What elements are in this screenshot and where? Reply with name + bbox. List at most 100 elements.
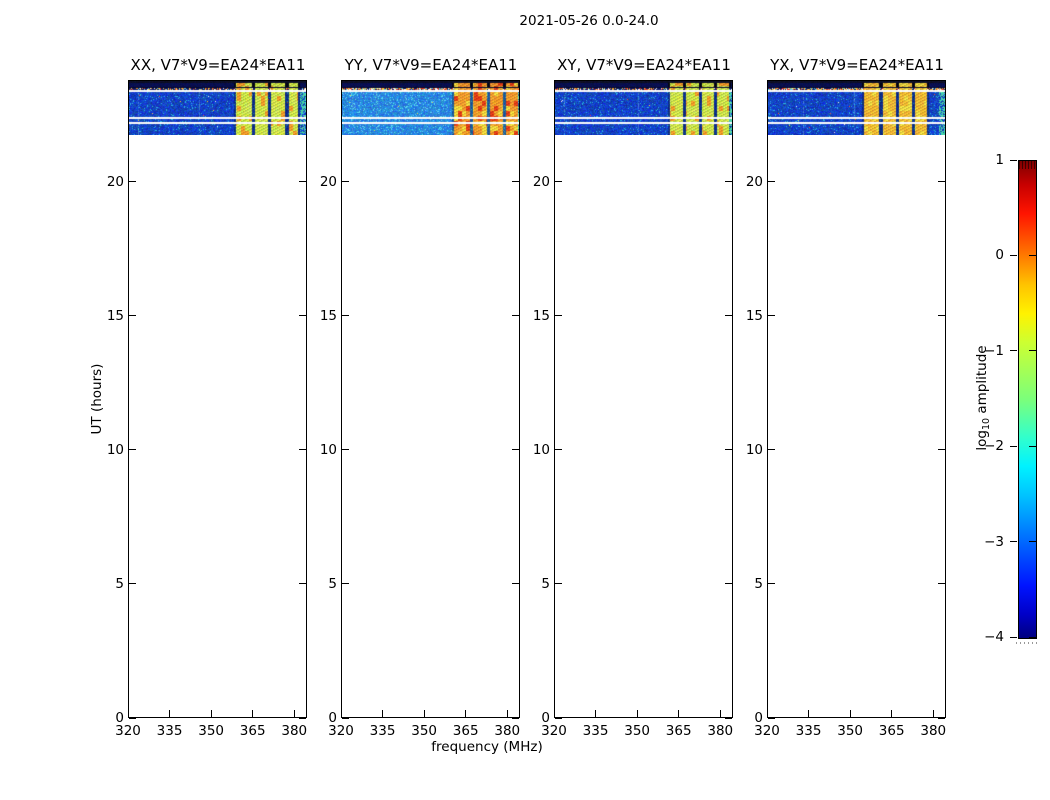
y-tick-label: 20	[745, 173, 763, 190]
y-tick-mark-right	[512, 583, 519, 585]
y-tick-mark-right	[299, 181, 306, 183]
figure-title: 2021-05-26 0.0-24.0	[519, 13, 659, 29]
x-tick-label: 350	[837, 723, 864, 739]
colorbar-tick-label: 0	[995, 247, 1004, 264]
y-tick-mark-right	[938, 449, 945, 451]
x-tick-label: 380	[920, 723, 947, 739]
y-tick-label: 10	[319, 441, 337, 458]
colorbar-label-sub: 10	[981, 417, 992, 431]
x-tick-mark	[595, 710, 597, 717]
y-tick-mark	[768, 315, 775, 317]
y-tick-mark-right	[299, 449, 306, 451]
y-tick-label: 15	[106, 307, 124, 324]
x-tick-mark	[553, 710, 555, 717]
x-tick-label: 335	[156, 723, 183, 739]
x-tick-label: 365	[878, 723, 905, 739]
panel-xy	[554, 80, 733, 718]
panel-yx	[767, 80, 946, 718]
colorbar-tick-label: −1	[984, 342, 1004, 359]
y-tick-mark	[129, 181, 136, 183]
x-tick-label: 320	[754, 723, 780, 739]
y-tick-label: 20	[106, 173, 124, 190]
y-tick-mark-right	[938, 181, 945, 183]
y-tick-mark	[555, 583, 562, 585]
y-tick-label: 5	[115, 575, 124, 592]
y-tick-mark	[129, 449, 136, 451]
colorbar-tick-right	[1029, 541, 1036, 543]
y-tick-mark	[342, 315, 349, 317]
y-tick-label: 20	[532, 173, 550, 190]
y-tick-label: 0	[115, 710, 124, 726]
panel-xx	[128, 80, 307, 718]
y-tick-label: 5	[541, 575, 550, 592]
y-tick-mark	[342, 583, 349, 585]
y-tick-label: 0	[754, 710, 763, 726]
x-tick-label: 350	[411, 723, 438, 739]
colorbar-tick-right	[1029, 159, 1036, 161]
y-tick-label: 5	[328, 575, 337, 592]
x-tick-mark	[506, 710, 508, 717]
x-tick-mark	[127, 710, 129, 717]
y-tick-mark	[129, 315, 136, 317]
y-tick-mark	[768, 181, 775, 183]
y-tick-mark-right	[938, 583, 945, 585]
y-tick-mark-right	[512, 181, 519, 183]
colorbar-tick-left	[1010, 541, 1017, 543]
y-tick-mark-right	[725, 717, 732, 719]
y-tick-mark-right	[938, 717, 945, 719]
colorbar-tick-label: 1	[995, 152, 1004, 168]
y-tick-mark	[768, 449, 775, 451]
x-tick-mark	[808, 710, 810, 717]
y-tick-mark-right	[299, 583, 306, 585]
colorbar-tick-right	[1029, 254, 1036, 256]
x-tick-label: 350	[624, 723, 651, 739]
x-tick-mark	[849, 710, 851, 717]
x-tick-mark	[423, 710, 425, 717]
y-tick-mark-right	[299, 717, 306, 719]
x-tick-label: 350	[198, 723, 225, 739]
y-tick-mark	[342, 717, 349, 719]
x-tick-mark	[169, 710, 171, 717]
y-tick-mark	[555, 449, 562, 451]
x-tick-mark	[252, 710, 254, 717]
x-tick-label: 335	[369, 723, 396, 739]
y-tick-label: 15	[745, 307, 763, 324]
x-axis-label: frequency (MHz)	[431, 739, 543, 755]
y-tick-mark-right	[725, 449, 732, 451]
colorbar	[1018, 160, 1037, 639]
colorbar-tick-left	[1010, 636, 1017, 638]
x-tick-mark	[293, 710, 295, 717]
panel-title-yy: YY, V7*V9=EA24*EA11	[344, 56, 518, 74]
x-tick-mark	[465, 710, 467, 717]
colorbar-tick-label: −4	[984, 629, 1004, 645]
spectrogram-yy	[342, 81, 519, 135]
y-tick-label: 20	[319, 173, 337, 190]
y-tick-mark	[342, 181, 349, 183]
x-tick-mark	[891, 710, 893, 717]
y-tick-mark-right	[512, 315, 519, 317]
x-tick-mark	[678, 710, 680, 717]
x-tick-label: 365	[665, 723, 692, 739]
spectrogram-yx	[768, 81, 945, 135]
colorbar-tick-right	[1029, 636, 1036, 638]
colorbar-tick-right	[1029, 350, 1036, 352]
y-tick-mark	[555, 717, 562, 719]
x-tick-label: 365	[239, 723, 266, 739]
y-tick-mark	[129, 717, 136, 719]
colorbar-tick-left	[1010, 445, 1017, 447]
x-tick-mark	[636, 710, 638, 717]
colorbar-tick-right	[1029, 445, 1036, 447]
y-tick-label: 10	[745, 441, 763, 458]
colorbar-label: log10 amplitude	[974, 345, 992, 450]
colorbar-tick-left	[1010, 159, 1017, 161]
y-tick-label: 15	[319, 307, 337, 324]
x-tick-label: 320	[328, 723, 354, 739]
x-tick-mark	[210, 710, 212, 717]
x-tick-mark	[340, 710, 342, 717]
y-tick-label: 5	[754, 575, 763, 592]
y-tick-mark	[555, 315, 562, 317]
y-tick-label: 0	[541, 710, 550, 726]
panel-title-xx: XX, V7*V9=EA24*EA11	[130, 56, 306, 74]
x-tick-label: 320	[115, 723, 141, 739]
